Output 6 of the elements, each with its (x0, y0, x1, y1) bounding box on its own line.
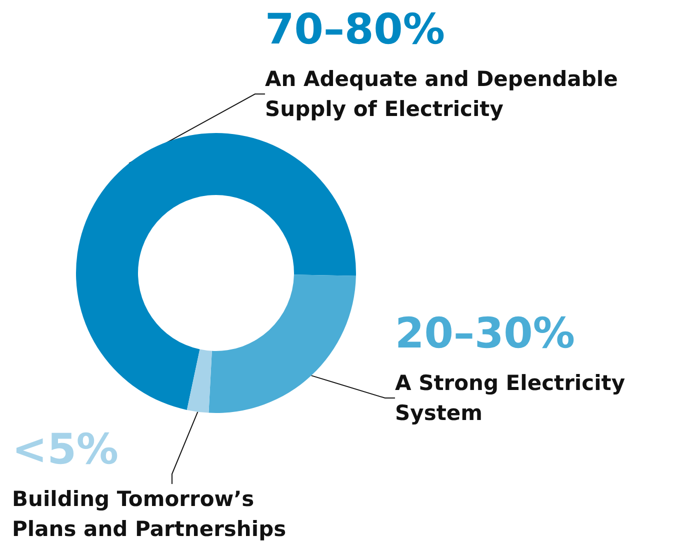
slice-label: Building Tomorrow’s Plans and Partnerships (12, 487, 286, 541)
slice-label: An Adequate and Dependable Supply of Electricity (265, 67, 626, 121)
text: <5% (12, 424, 118, 474)
slice-label: A Strong Electricity System (395, 371, 632, 425)
text: 20–30% (395, 308, 575, 358)
text: 70–80% (265, 4, 445, 54)
